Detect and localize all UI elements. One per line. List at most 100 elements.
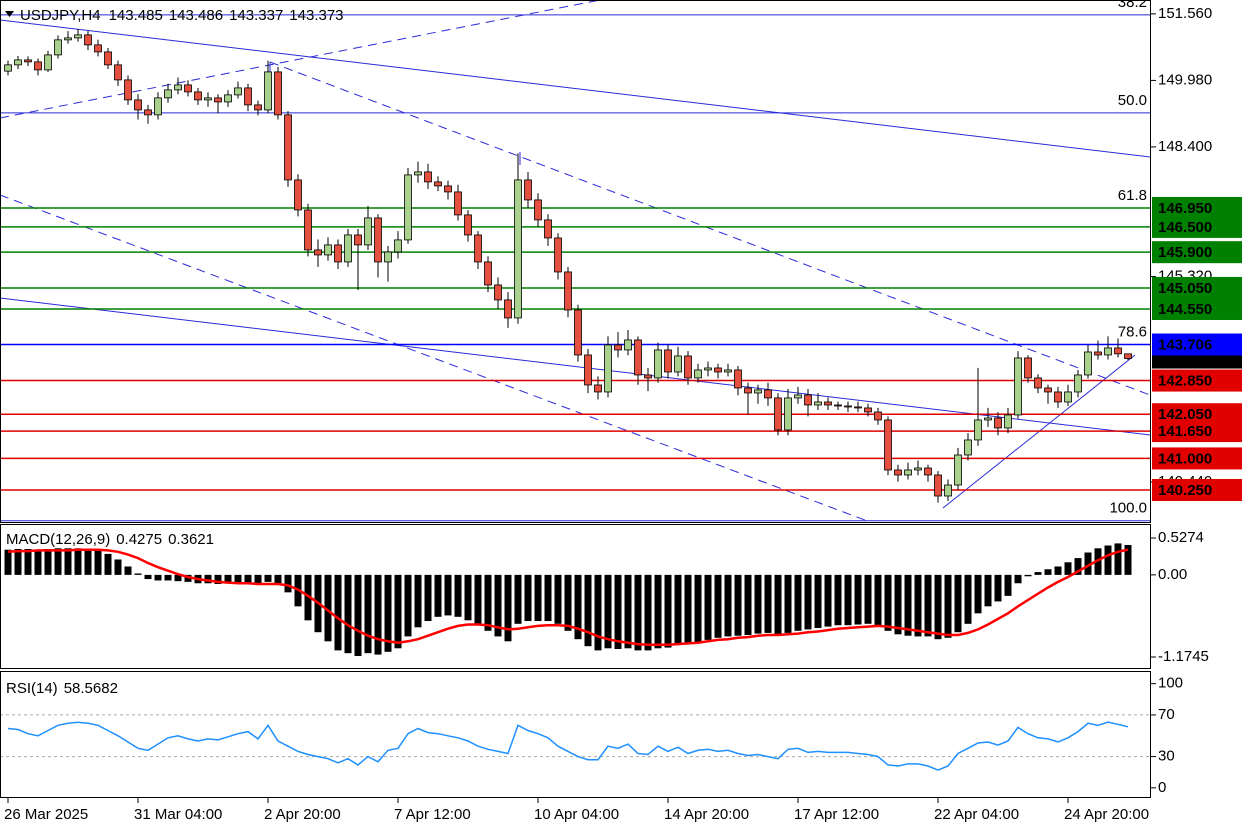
macd-bar: [1084, 552, 1092, 575]
y-tick-label: 0.00: [1158, 566, 1187, 583]
candle-body: [344, 234, 352, 263]
macd-title: MACD(12,26,9) 0.4275 0.3621: [6, 531, 214, 548]
macd-bar: [424, 574, 432, 622]
macd-bar: [624, 574, 632, 649]
rsi-frame: [0, 671, 1151, 798]
candle-body: [564, 271, 572, 311]
x-tick-label: 26 Mar 2025: [4, 806, 88, 823]
macd-bar: [1054, 566, 1062, 575]
candle-body: [654, 349, 662, 379]
candle-body: [554, 237, 562, 273]
candle-body: [894, 469, 902, 476]
candle-body: [444, 185, 452, 193]
macd-bar: [684, 574, 692, 644]
y-tick-label: 70: [1158, 706, 1175, 723]
signal-value: 0.3621: [168, 531, 214, 548]
macd-bar: [554, 574, 562, 624]
candle-body: [644, 374, 652, 379]
candle-body: [584, 354, 592, 386]
macd-bar: [854, 574, 862, 625]
candle-body: [294, 179, 302, 211]
trend-line: [269, 61, 1151, 396]
macd-bar: [574, 574, 582, 640]
macd-bar: [454, 574, 462, 617]
macd-bar: [974, 574, 982, 614]
x-tick-label: 10 Apr 04:00: [534, 806, 619, 823]
candle-body: [804, 394, 812, 406]
candle-body: [1124, 353, 1132, 359]
main-title: USDJPY,H4 143.485 143.486 143.337 143.373: [20, 7, 344, 24]
macd-bar: [4, 549, 12, 575]
macd-bar: [54, 548, 62, 575]
level-label: 146.500: [1158, 219, 1212, 236]
macd-name: MACD(12,26,9): [6, 531, 110, 548]
macd-bar: [74, 548, 82, 575]
macd-bar: [674, 574, 682, 645]
candle-body: [324, 244, 332, 256]
macd-bar: [864, 574, 872, 624]
x-tick-label: 22 Apr 04:00: [934, 806, 1019, 823]
candle-body: [904, 469, 912, 476]
candle-body: [154, 97, 162, 116]
candle-body: [454, 191, 462, 216]
macd-bar: [414, 574, 422, 628]
candle-body: [174, 84, 182, 91]
level-label: 142.850: [1158, 373, 1212, 390]
macd-bar: [704, 574, 712, 640]
candle-body: [1064, 391, 1072, 403]
macd-bar: [654, 574, 662, 649]
candle-body: [1004, 414, 1012, 429]
candle-body: [224, 94, 232, 103]
macd-frame: [0, 524, 1151, 669]
candle-body: [534, 199, 542, 221]
level-label: 142.050: [1158, 406, 1212, 423]
candle-body: [974, 419, 982, 441]
y-tick-label: 151.560: [1158, 5, 1212, 22]
macd-bar: [164, 574, 172, 581]
candle-body: [1094, 351, 1102, 356]
candle-body: [764, 389, 772, 399]
candle-body: [364, 217, 372, 246]
candle-body: [604, 344, 612, 393]
candle-body: [464, 214, 472, 236]
candle-body: [744, 387, 752, 394]
candle-body: [954, 454, 962, 486]
level-box: [1152, 276, 1242, 299]
level-label: 140.250: [1158, 482, 1212, 499]
candle-body: [384, 251, 392, 263]
candle-body: [164, 89, 172, 99]
candle-body: [1074, 374, 1082, 393]
candle-body: [924, 467, 932, 476]
macd-bar: [384, 574, 392, 652]
macd-bar: [84, 549, 92, 575]
macd-bar: [604, 574, 612, 649]
y-tick-label: 100: [1158, 675, 1183, 692]
x-tick-label: 24 Apr 20:00: [1064, 806, 1149, 823]
macd-bar: [904, 574, 912, 636]
level-box: [1152, 479, 1242, 502]
macd-bar: [134, 573, 142, 575]
macd-bar: [534, 574, 542, 622]
candle-body: [34, 61, 42, 71]
level-box: [1152, 420, 1242, 443]
macd-bar: [254, 574, 262, 585]
macd-bar: [304, 574, 312, 621]
macd-bar: [1074, 558, 1082, 575]
macd-bar: [954, 574, 962, 633]
y-tick-label: 149.980: [1158, 71, 1212, 88]
trend-line: [0, 0, 601, 119]
macd-bar: [1004, 574, 1012, 596]
macd-bar: [664, 574, 672, 648]
macd-bar: [564, 574, 572, 631]
macd-bar: [1014, 574, 1022, 584]
macd-bar: [744, 574, 752, 635]
macd-bar: [1114, 543, 1122, 575]
macd-pane: [4, 543, 1132, 656]
open: 143.485: [109, 7, 163, 24]
level-box: [1152, 333, 1242, 356]
fib-label: 38.2: [1118, 0, 1147, 11]
candle-body: [774, 397, 782, 431]
candle-body: [994, 417, 1002, 429]
trend-line: [0, 19, 1151, 158]
